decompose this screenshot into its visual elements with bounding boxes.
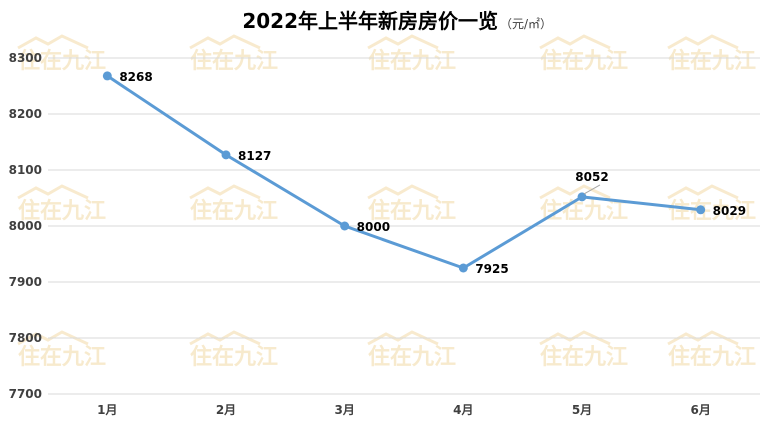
y-tick-label: 8300 (9, 51, 42, 65)
watermark-roof-icon (189, 184, 261, 200)
y-axis-ticks: 7700 7800 7900 8000 8100 8200 8300 (9, 51, 42, 401)
watermark-text: 住在九江 (190, 198, 278, 224)
data-label-leader (583, 184, 601, 195)
watermark-logo: 住在九江 (189, 330, 278, 370)
x-tick-label: 2月 (216, 403, 236, 417)
gridlines (48, 57, 760, 395)
chart-title: 2022年上半年新房房价一览 (242, 9, 498, 33)
data-point (221, 150, 231, 160)
watermark-roof-icon (367, 34, 439, 50)
data-label: 8052 (575, 170, 608, 184)
watermark-text: 住在九江 (190, 48, 278, 74)
watermark-text: 住在九江 (668, 198, 756, 224)
watermark-roof-icon (367, 330, 439, 346)
y-tick-label: 8200 (9, 107, 42, 121)
x-axis-ticks: 1月 2月 3月 4月 5月 6月 (97, 403, 711, 417)
watermark-logo: 住在九江 (367, 184, 456, 224)
watermark-logo: 住在九江 (539, 34, 628, 74)
watermark-text: 住在九江 (540, 198, 628, 224)
watermark-logo: 住在九江 (189, 34, 278, 74)
data-point (458, 263, 468, 273)
watermark-text: 住在九江 (18, 48, 106, 74)
watermark-text: 住在九江 (368, 198, 456, 224)
y-tick-label: 8100 (9, 163, 42, 177)
data-label: 8127 (238, 149, 271, 163)
y-tick-label: 8000 (9, 219, 42, 233)
data-point (102, 71, 112, 81)
watermark-roof-icon (17, 34, 89, 50)
data-point (340, 221, 350, 231)
watermark-logo: 住在九江 (189, 184, 278, 224)
watermark-roof-icon (539, 184, 611, 200)
data-point (696, 205, 706, 215)
watermark-text: 住在九江 (18, 198, 106, 224)
x-tick-label: 5月 (572, 403, 592, 417)
x-tick-label: 6月 (690, 403, 710, 417)
data-labels: 8268 8127 8000 7925 8052 8029 (119, 70, 746, 276)
watermark-roof-icon (667, 184, 739, 200)
y-tick-label: 7700 (9, 387, 42, 401)
data-point (577, 192, 587, 202)
watermark-roof-icon (17, 330, 89, 346)
watermark-logo: 住在九江 (17, 330, 106, 370)
data-label: 8029 (713, 204, 746, 218)
watermark-roof-icon (539, 34, 611, 50)
y-tick-label: 7900 (9, 275, 42, 289)
y-tick-label: 7800 (9, 331, 42, 345)
watermark-roof-icon (667, 330, 739, 346)
watermark-roof-icon (367, 184, 439, 200)
watermark-logo: 住在九江 (667, 330, 756, 370)
watermark-logo: 住在九江 (539, 184, 628, 224)
x-tick-label: 4月 (453, 403, 473, 417)
watermark-text: 住在九江 (18, 344, 106, 370)
watermark-roof-icon (667, 34, 739, 50)
watermark-text: 住在九江 (540, 48, 628, 74)
watermark-roof-icon (189, 330, 261, 346)
series-layer (102, 71, 706, 273)
watermark-logo: 住在九江 (667, 34, 756, 74)
watermark-logo: 住在九江 (367, 34, 456, 74)
watermark-logo: 住在九江 (367, 330, 456, 370)
watermark-logo: 住在九江 (539, 330, 628, 370)
watermark-roof-icon (189, 34, 261, 50)
watermark-text: 住在九江 (668, 344, 756, 370)
chart-unit: （元/㎡） (500, 17, 552, 31)
watermark-roof-icon (17, 184, 89, 200)
watermark-logo: 住在九江 (17, 34, 106, 74)
x-tick-label: 3月 (334, 403, 354, 417)
data-label: 7925 (475, 262, 508, 276)
series-line (105, 74, 703, 270)
watermark-text: 住在九江 (190, 344, 278, 370)
data-label: 8268 (119, 70, 152, 84)
watermark-text: 住在九江 (668, 48, 756, 74)
watermark-text: 住在九江 (368, 344, 456, 370)
watermark-text: 住在九江 (368, 48, 456, 74)
watermark-text: 住在九江 (540, 344, 628, 370)
watermark-logo: 住在九江 (17, 184, 106, 224)
data-label: 8000 (357, 220, 390, 234)
watermark-roof-icon (539, 330, 611, 346)
x-tick-label: 1月 (97, 403, 117, 417)
watermark-logo: 住在九江 (667, 184, 756, 224)
